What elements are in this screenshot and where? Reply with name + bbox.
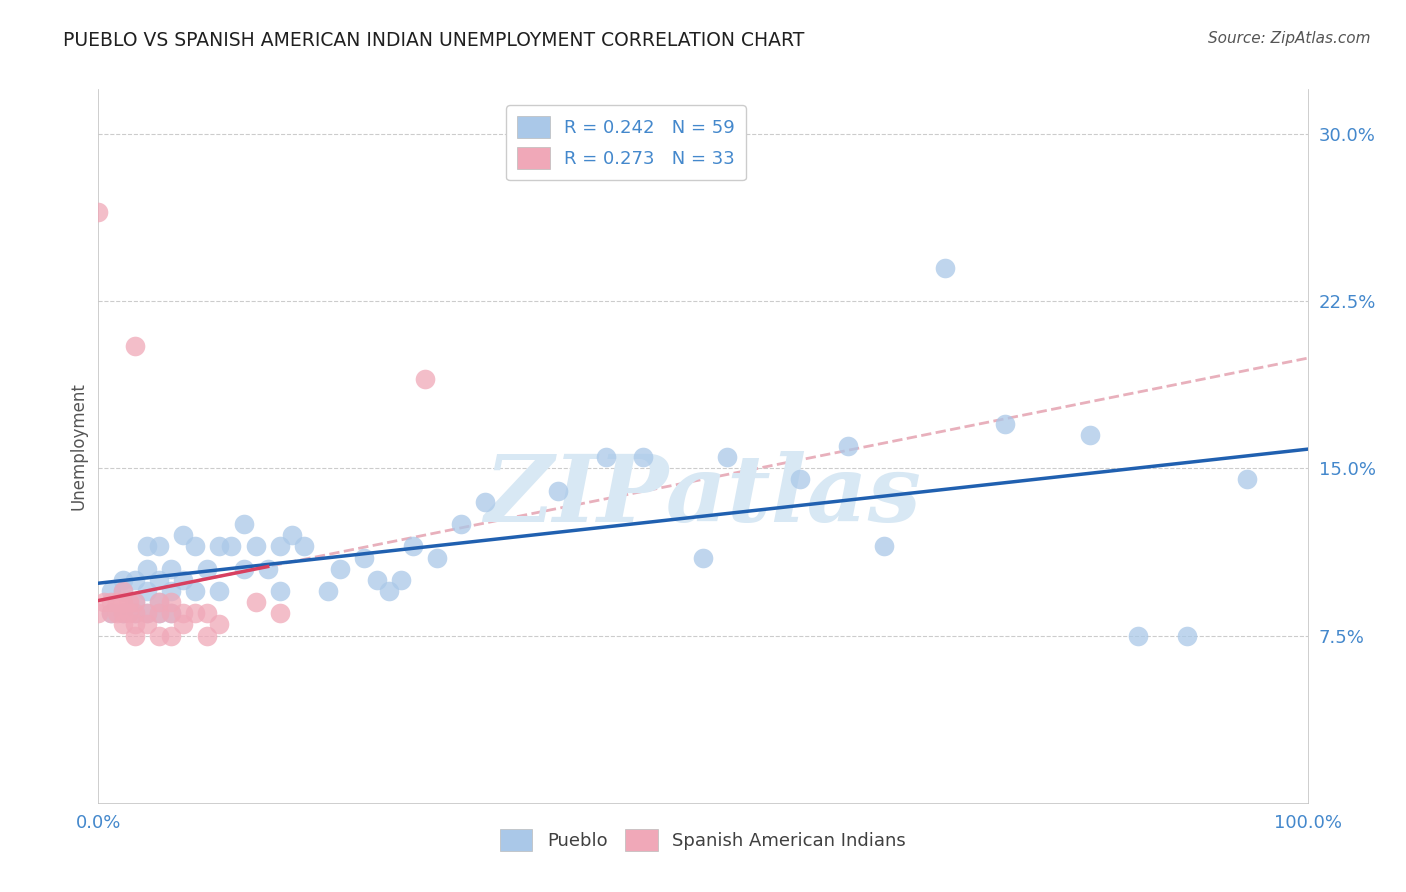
Point xyxy=(184,607,207,621)
Point xyxy=(93,595,115,609)
Point xyxy=(413,372,436,386)
Point xyxy=(208,617,231,632)
Point xyxy=(135,562,157,576)
Point xyxy=(148,607,170,621)
Point xyxy=(450,516,472,531)
Point xyxy=(232,516,254,531)
Point xyxy=(245,539,267,553)
Point xyxy=(195,628,218,642)
Point xyxy=(172,617,194,632)
Point xyxy=(148,595,170,609)
Point xyxy=(118,595,141,609)
Point xyxy=(934,260,956,275)
Point xyxy=(111,583,134,598)
Point xyxy=(426,550,449,565)
Point xyxy=(692,550,714,565)
Point xyxy=(148,628,170,642)
Point xyxy=(474,494,496,508)
Point xyxy=(595,450,617,464)
Point xyxy=(111,583,134,598)
Point xyxy=(135,607,157,621)
Point xyxy=(105,595,128,609)
Point xyxy=(184,583,207,598)
Point xyxy=(148,573,170,587)
Point xyxy=(160,628,183,642)
Point xyxy=(837,439,859,453)
Point xyxy=(124,607,146,621)
Point xyxy=(221,539,243,553)
Point xyxy=(111,573,134,587)
Point xyxy=(172,607,194,621)
Point xyxy=(100,607,122,621)
Point xyxy=(1236,473,1258,487)
Point xyxy=(208,583,231,598)
Point xyxy=(160,607,183,621)
Point xyxy=(547,483,569,498)
Legend: Pueblo, Spanish American Indians: Pueblo, Spanish American Indians xyxy=(492,822,914,858)
Text: ZIPatlas: ZIPatlas xyxy=(485,451,921,541)
Point xyxy=(87,204,110,219)
Point xyxy=(353,550,375,565)
Point xyxy=(377,583,399,598)
Point xyxy=(111,595,134,609)
Point xyxy=(100,607,122,621)
Point xyxy=(172,528,194,542)
Point xyxy=(269,607,291,621)
Point xyxy=(160,562,183,576)
Point xyxy=(292,539,315,553)
Point xyxy=(100,595,122,609)
Point xyxy=(135,607,157,621)
Point xyxy=(100,583,122,598)
Point xyxy=(281,528,304,542)
Point xyxy=(208,539,231,553)
Point xyxy=(172,573,194,587)
Point xyxy=(160,607,183,621)
Point xyxy=(124,617,146,632)
Point xyxy=(118,607,141,621)
Point xyxy=(195,562,218,576)
Point xyxy=(124,573,146,587)
Point xyxy=(124,595,146,609)
Point xyxy=(994,417,1017,431)
Point xyxy=(631,450,654,464)
Point xyxy=(789,473,811,487)
Point xyxy=(402,539,425,553)
Point xyxy=(366,573,388,587)
Point xyxy=(124,338,146,352)
Point xyxy=(316,583,339,598)
Point xyxy=(716,450,738,464)
Text: PUEBLO VS SPANISH AMERICAN INDIAN UNEMPLOYMENT CORRELATION CHART: PUEBLO VS SPANISH AMERICAN INDIAN UNEMPL… xyxy=(63,31,804,50)
Point xyxy=(124,607,146,621)
Point xyxy=(329,562,352,576)
Point xyxy=(1078,427,1101,442)
Point xyxy=(160,595,183,609)
Point xyxy=(87,607,110,621)
Point xyxy=(148,539,170,553)
Y-axis label: Unemployment: Unemployment xyxy=(69,382,87,510)
Point xyxy=(111,617,134,632)
Point xyxy=(245,595,267,609)
Point xyxy=(124,595,146,609)
Point xyxy=(256,562,278,576)
Point xyxy=(269,539,291,553)
Point xyxy=(232,562,254,576)
Point xyxy=(389,573,412,587)
Point xyxy=(148,595,170,609)
Point xyxy=(873,539,896,553)
Point xyxy=(195,607,218,621)
Point xyxy=(124,628,146,642)
Point xyxy=(135,539,157,553)
Point xyxy=(269,583,291,598)
Point xyxy=(1175,628,1198,642)
Point xyxy=(148,607,170,621)
Point xyxy=(135,583,157,598)
Point xyxy=(111,607,134,621)
Point xyxy=(135,617,157,632)
Point xyxy=(105,607,128,621)
Point xyxy=(160,583,183,598)
Point xyxy=(1128,628,1150,642)
Text: Source: ZipAtlas.com: Source: ZipAtlas.com xyxy=(1208,31,1371,46)
Point xyxy=(184,539,207,553)
Point xyxy=(111,607,134,621)
